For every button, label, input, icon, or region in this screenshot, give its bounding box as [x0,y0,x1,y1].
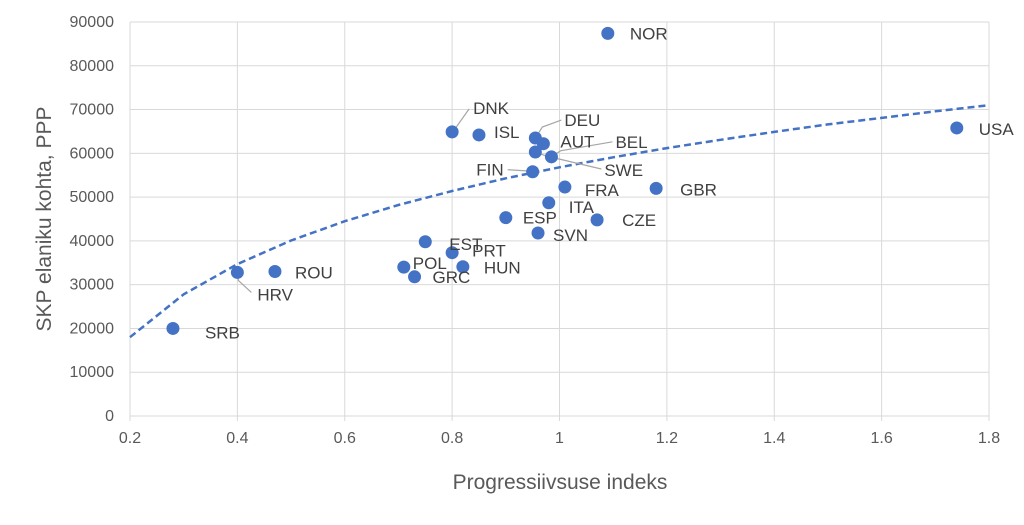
data-point-dnk [445,125,459,139]
y-tick-label: 0 [105,408,114,425]
axis-tick-labels: 0.2 0.4 0.6 0.8 1 1.2 1.4 1.6 1.8 0 10000 20000 3000… [70,14,1001,447]
data-point-fin [526,165,540,179]
point-label-aut: AUT [560,133,594,152]
point-label-esp: ESP [523,209,557,228]
y-axis-title: SKP elaniku kohta, PPP [33,107,56,332]
point-label-prt: PRT [472,242,506,261]
point-label-srb: SRB [205,323,240,342]
data-point-est [418,235,432,249]
point-label-grc: GRC [433,268,471,287]
data-point-rou [268,265,282,279]
point-label-dnk: DNK [473,99,510,118]
data-point-aut [536,137,550,151]
y-tick-label: 30000 [70,277,115,294]
data-point-usa [950,121,964,135]
x-tick-label: 1.2 [656,430,678,447]
data-point-bel [544,150,558,164]
point-label-deu: DEU [564,111,600,130]
data-point-ita [542,196,556,210]
point-label-gbr: GBR [680,180,717,199]
point-label-ita: ITA [569,198,595,217]
y-tick-label: 90000 [70,14,115,31]
data-point-grc [408,270,422,284]
y-tick-label: 40000 [70,233,115,250]
point-label-rou: ROU [295,264,333,283]
data-point-esp [499,211,513,225]
data-points [166,26,964,335]
data-point-swe [528,145,542,159]
gridlines [129,21,990,421]
point-label-est: EST [449,235,482,254]
data-point-gbr [649,181,663,195]
data-point-hun [456,260,470,274]
point-label-usa: USA [979,120,1015,139]
x-tick-label: 0.4 [226,430,248,447]
data-point-hrv [230,265,244,279]
y-tick-label: 80000 [70,58,115,75]
y-tick-label: 60000 [70,145,115,162]
point-label-bel: BEL [615,133,647,152]
y-tick-label: 10000 [70,364,115,381]
x-tick-label: 1.6 [871,430,893,447]
point-label-pol: POL [413,254,447,273]
data-point-prt [445,246,459,260]
point-label-nor: NOR [630,24,668,43]
x-axis-title: Progressiivsuse indeks [453,471,668,494]
data-point-cze [590,213,604,227]
data-point-nor [601,26,615,40]
point-label-swe: SWE [604,161,643,180]
point-label-fin: FIN [476,161,503,180]
y-tick-label: 70000 [70,102,115,119]
x-tick-label: 0.2 [119,430,141,447]
data-point-svn [531,226,545,240]
data-point-pol [397,260,411,274]
x-tick-label: 1.8 [978,430,1000,447]
data-point-fra [558,180,572,194]
point-label-svn: SVN [553,226,588,245]
point-label-hun: HUN [484,259,521,278]
y-tick-label: 20000 [70,320,115,337]
x-tick-label: 1 [555,430,564,447]
x-tick-label: 0.6 [334,430,356,447]
y-tick-label: 50000 [70,189,115,206]
point-label-cze: CZE [622,211,656,230]
trend-curve [129,103,990,339]
trendline [129,103,990,339]
data-point-isl [472,128,486,142]
point-label-fra: FRA [585,181,620,200]
x-tick-label: 0.8 [441,430,463,447]
point-label-hrv: HRV [257,285,293,304]
x-tick-label: 1.4 [763,430,785,447]
data-point-srb [166,321,180,335]
point-label-isl: ISL [494,123,520,142]
